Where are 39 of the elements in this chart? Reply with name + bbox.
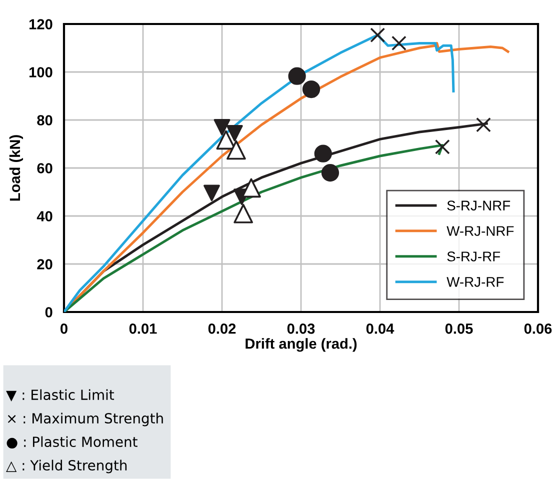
line-series: [64, 144, 444, 312]
x-axis-title: Drift angle (rad.): [246, 338, 357, 352]
point: [226, 140, 246, 160]
legend-label: W-RJ-NRF: [446, 226, 514, 236]
y-tick-label: 100: [29, 67, 52, 78]
y-tick-label: 40: [36, 211, 52, 222]
x-tick-label: 0.02: [208, 323, 236, 334]
text: △ : Yield Strength: [6, 460, 127, 474]
y-axis-title: Load (kN): [9, 135, 24, 201]
y-tick-label: 120: [29, 19, 52, 30]
point: [216, 130, 236, 150]
point: [204, 184, 220, 202]
x-tick-label: 0.04: [366, 323, 394, 334]
y-tick-label: 0: [45, 307, 52, 318]
legend-label: S-RJ-RF: [447, 252, 500, 262]
y-tick-label: 20: [37, 259, 52, 270]
text: ▼ : Elastic Limit: [6, 389, 114, 402]
text: ● : Plastic Moment: [6, 436, 138, 449]
point: [288, 67, 306, 85]
point: [314, 144, 332, 162]
point: [370, 28, 386, 43]
x-tick-label: 0.01: [129, 323, 157, 334]
point: [302, 80, 320, 98]
point: [234, 204, 254, 224]
x-tick-label: 0.05: [445, 323, 473, 334]
x-tick-label: 0.06: [524, 323, 552, 334]
legend-label: W-RJ-RF: [446, 277, 504, 287]
point: [321, 164, 340, 182]
point: [391, 36, 406, 51]
point: [434, 139, 450, 154]
text: × : Maximum Strength: [8, 412, 163, 426]
point: [214, 119, 230, 136]
x-tick-label: 0: [60, 323, 68, 334]
y-tick-label: 80: [37, 115, 52, 126]
legend-label: S-RJ-NRF: [447, 200, 510, 210]
point: [226, 125, 243, 142]
y-tick-label: 60: [37, 163, 52, 174]
point: [476, 117, 491, 132]
x-tick-label: 0.03: [287, 323, 315, 334]
